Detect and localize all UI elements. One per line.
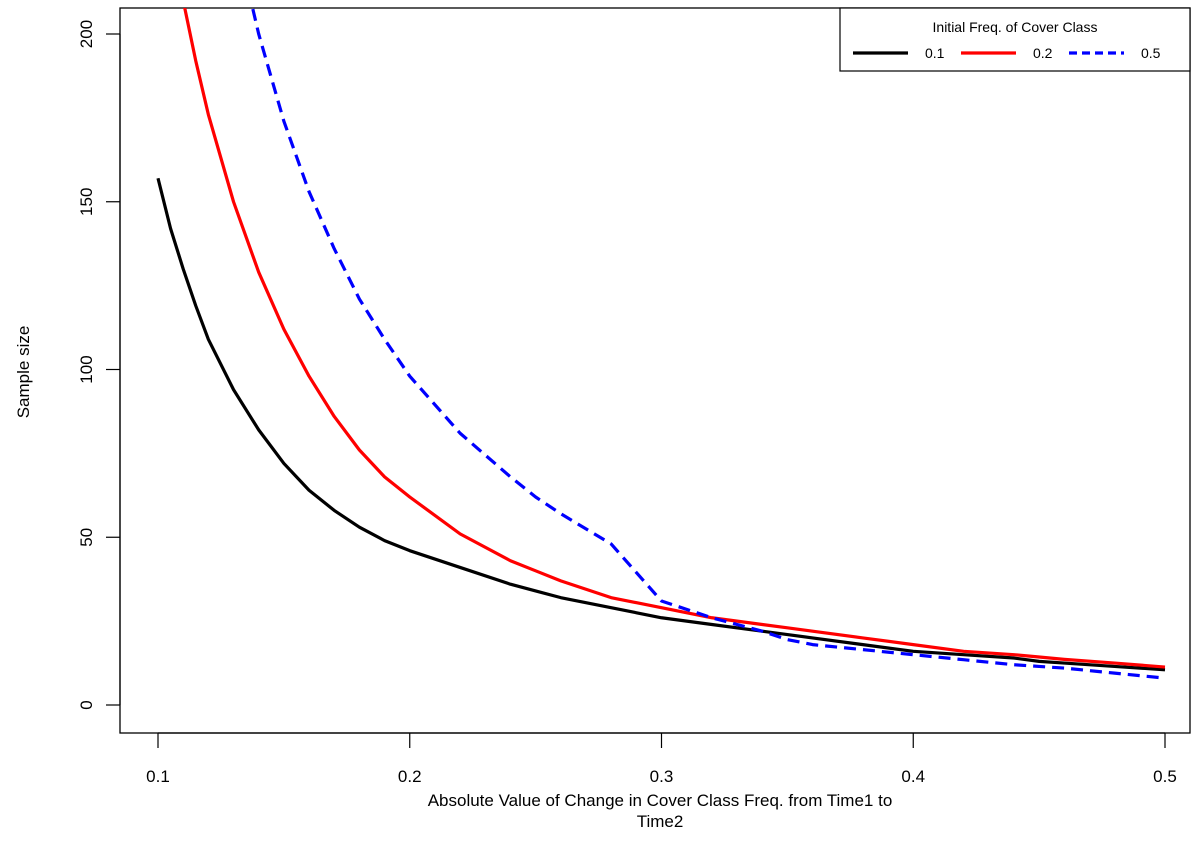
legend: Initial Freq. of Cover Class 0.1 0.2 0.5 — [839, 7, 1191, 72]
legend-box — [839, 7, 1191, 72]
x-axis: 0.1 0.2 0.3 0.4 0.5 — [146, 732, 1177, 786]
y-tick-label: 100 — [77, 355, 96, 383]
series-line-0-1 — [156, 177, 1166, 672]
y-tick-label: 200 — [77, 20, 96, 48]
y-tick-label: 50 — [77, 528, 96, 547]
y-tick-label: 0 — [77, 700, 96, 709]
x-axis-title-line-2: Time2 — [637, 812, 684, 831]
y-tick-label: 150 — [77, 188, 96, 216]
series-line-0-5 — [250, 8, 1166, 680]
legend-label-0-1: 0.1 — [925, 45, 945, 61]
series-layer — [156, 8, 1166, 680]
plot-frame — [119, 7, 1191, 734]
legend-label-0-2: 0.2 — [1033, 45, 1053, 61]
x-tick-label: 0.3 — [650, 767, 674, 786]
legend-items: 0.1 0.2 0.5 — [853, 45, 1161, 61]
x-tick-label: 0.5 — [1153, 767, 1177, 786]
series-line-0-2 — [183, 8, 1166, 669]
x-tick-label: 0.2 — [398, 767, 422, 786]
legend-label-0-5: 0.5 — [1141, 45, 1161, 61]
y-axis: 0 50 100 150 200 — [77, 20, 121, 710]
legend-title: Initial Freq. of Cover Class — [933, 19, 1098, 35]
x-tick-label: 0.4 — [901, 767, 925, 786]
y-axis-title: Sample size — [14, 326, 33, 419]
x-axis-title-line-1: Absolute Value of Change in Cover Class … — [428, 791, 893, 810]
x-tick-label: 0.1 — [146, 767, 170, 786]
plot-frame-group — [119, 7, 1191, 734]
